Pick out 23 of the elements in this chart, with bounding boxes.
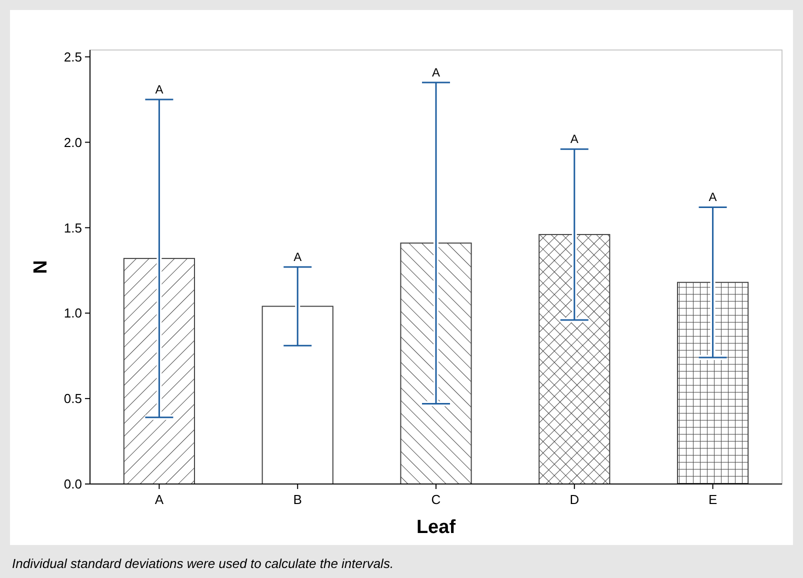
y-tick-label: 0.0 bbox=[64, 476, 82, 492]
annotation: A bbox=[294, 250, 302, 264]
x-tick-label: C bbox=[431, 492, 441, 507]
bar bbox=[677, 282, 749, 484]
bar bbox=[400, 242, 472, 484]
x-tick-label: D bbox=[570, 492, 580, 507]
y-axis-title: N bbox=[30, 260, 52, 274]
annotation: A bbox=[708, 190, 717, 204]
text: Individual standard deviations were used to calculate the intervals. bbox=[12, 556, 394, 571]
x-tick-label: A bbox=[154, 492, 164, 507]
annotation: A bbox=[432, 65, 440, 80]
y-tick-label: 2.0 bbox=[64, 134, 82, 150]
annotation: A bbox=[155, 82, 164, 97]
x-tick-label: B bbox=[293, 492, 302, 507]
y-tick-label: 1.5 bbox=[64, 220, 82, 236]
y-tick-label: 2.5 bbox=[64, 49, 82, 64]
x-axis-title: Leaf bbox=[416, 517, 456, 538]
bar bbox=[538, 234, 610, 484]
annotation: A bbox=[570, 132, 578, 146]
y-tick-label: 0.5 bbox=[64, 391, 82, 406]
y-tick-label: 1.0 bbox=[64, 306, 82, 321]
bar bbox=[123, 258, 195, 484]
x-tick-label: E bbox=[708, 492, 718, 507]
